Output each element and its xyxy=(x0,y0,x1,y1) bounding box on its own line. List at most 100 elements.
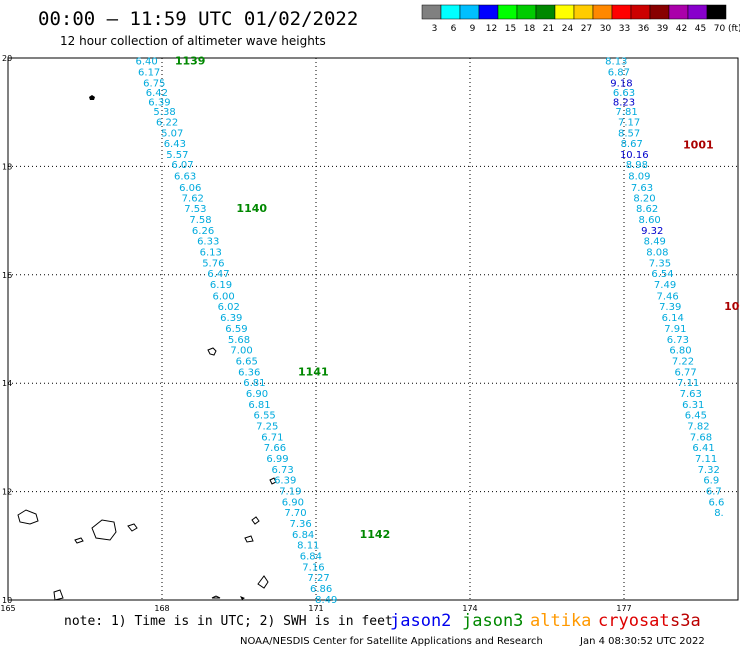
y-tick-label: 12 xyxy=(2,488,12,497)
swh-value: 7.39 xyxy=(659,302,681,313)
swh-value: 6.42 xyxy=(146,88,168,99)
colorbar-swatch xyxy=(592,4,613,20)
swh-value: 5.07 xyxy=(161,128,183,139)
swh-value: 6.43 xyxy=(164,139,186,150)
mission-jason2: jason2 xyxy=(390,611,451,631)
mission-cryosat: cryosat xyxy=(598,611,670,631)
swh-value: 6.77 xyxy=(674,367,696,378)
land-outlines xyxy=(17,95,277,601)
chart-title: 00:00 – 11:59 UTC 01/02/2022 xyxy=(38,8,358,30)
mission-jason3: jason3 xyxy=(462,611,523,631)
swh-value: 6.26 xyxy=(192,226,214,237)
swh-value: 6.00 xyxy=(212,291,234,302)
swh-value: 6.39 xyxy=(148,97,170,108)
y-tick-label: 20 xyxy=(2,54,12,63)
x-tick-label: 171 xyxy=(308,604,323,613)
swh-value: 6.47 xyxy=(207,269,229,280)
chart-subtitle: 12 hour collection of altimeter wave hei… xyxy=(60,34,326,48)
swh-value: 6.90 xyxy=(246,389,268,400)
island-outline xyxy=(244,535,254,543)
x-tick-label: 165 xyxy=(0,604,15,613)
swh-value: 7.49 xyxy=(654,280,676,291)
x-tick-label: 177 xyxy=(616,604,631,613)
swh-value: 8.60 xyxy=(639,215,661,226)
swh-value: 6.59 xyxy=(225,324,247,335)
swh-value: 6.7 xyxy=(706,487,722,498)
swh-value: 6.31 xyxy=(682,400,704,411)
swh-value: 6.87 xyxy=(608,68,630,79)
colorbar-label: 42 xyxy=(676,24,687,34)
island-outline xyxy=(251,516,260,525)
swh-value: 7.70 xyxy=(284,508,306,519)
swh-value: 6.81 xyxy=(243,378,265,389)
swh-value: 6.71 xyxy=(261,432,283,443)
island-outline xyxy=(53,589,64,601)
swh-value: 6.90 xyxy=(282,497,304,508)
swh-value: 6.54 xyxy=(651,269,673,280)
colorbar-swatch xyxy=(611,4,632,20)
swh-value: 6.36 xyxy=(238,367,260,378)
island-outline xyxy=(207,347,217,356)
track-time-label: 1139 xyxy=(175,55,206,68)
island-outline xyxy=(257,575,269,589)
swh-value: 5.38 xyxy=(153,107,175,118)
swh-value: 8.57 xyxy=(618,128,640,139)
swh-value: 6.86 xyxy=(310,584,332,595)
colorbar-label: 36 xyxy=(638,24,650,34)
swh-value: 8.49 xyxy=(315,595,337,606)
swh-value: 8.13 xyxy=(605,57,627,68)
swh-value: 7.63 xyxy=(680,389,702,400)
swh-value: 7.62 xyxy=(182,193,204,204)
y-tick-label: 10 xyxy=(2,596,12,605)
swh-value: 9.18 xyxy=(610,78,632,89)
colorbar-unit: (ft) xyxy=(728,24,740,34)
colorbar-label: 30 xyxy=(600,24,612,34)
mission-legend: jason2 jason3 altika cryosat s3a xyxy=(390,611,701,631)
swh-value: 7.53 xyxy=(184,204,206,215)
swh-value: 8.67 xyxy=(621,139,643,150)
swh-value: 7.58 xyxy=(189,215,211,226)
island-outline xyxy=(269,477,277,485)
swh-value: 7.82 xyxy=(687,421,709,432)
swh-value: 7.11 xyxy=(677,378,699,389)
swh-value: 6.6 xyxy=(708,497,724,508)
swh-value: 6.39 xyxy=(220,313,242,324)
swh-value: 6.81 xyxy=(248,400,270,411)
swh-value: 7.22 xyxy=(672,356,694,367)
swh-value: 6.55 xyxy=(254,411,276,422)
swh-value: 8. xyxy=(714,508,724,519)
plot-frame xyxy=(7,57,739,601)
colorbar-swatch xyxy=(478,4,499,20)
swh-value: 8.62 xyxy=(636,204,658,215)
swh-value: 8.23 xyxy=(613,97,635,108)
swh-value: 8.20 xyxy=(633,193,655,204)
colorbar-swatch xyxy=(706,4,727,20)
swh-value: 6.13 xyxy=(200,247,222,258)
swh-value: 7.25 xyxy=(256,421,278,432)
island-outline xyxy=(240,596,245,600)
footer-note: note: 1) Time is in UTC; 2) SWH is in fe… xyxy=(64,614,393,629)
swh-value: 5.68 xyxy=(228,335,250,346)
colorbar-label: 12 xyxy=(486,24,497,34)
swh-value: 6.63 xyxy=(613,88,635,99)
swh-value: 6.06 xyxy=(179,183,201,194)
colorbar-label: 21 xyxy=(543,24,554,34)
swh-value: 7.63 xyxy=(631,183,653,194)
colorbar-swatch xyxy=(649,4,670,20)
swh-value: 7.27 xyxy=(307,573,329,584)
colorbar-label: 6 xyxy=(451,24,457,34)
swh-value: 9.32 xyxy=(641,226,663,237)
swh-value: 6.9 xyxy=(703,476,719,487)
swh-value: 6.33 xyxy=(197,237,219,248)
footer-timestamp: Jan 4 08:30:52 UTC 2022 xyxy=(579,636,705,647)
swh-value: 6.65 xyxy=(236,356,258,367)
swh-value: 7.66 xyxy=(264,443,286,454)
colorbar-label: 15 xyxy=(505,24,516,34)
track-time-label: 1142 xyxy=(360,528,391,541)
swh-value: 6.40 xyxy=(135,57,157,68)
island-outline xyxy=(127,523,138,532)
colorbar-swatch xyxy=(630,4,651,20)
island-outline xyxy=(211,595,221,599)
